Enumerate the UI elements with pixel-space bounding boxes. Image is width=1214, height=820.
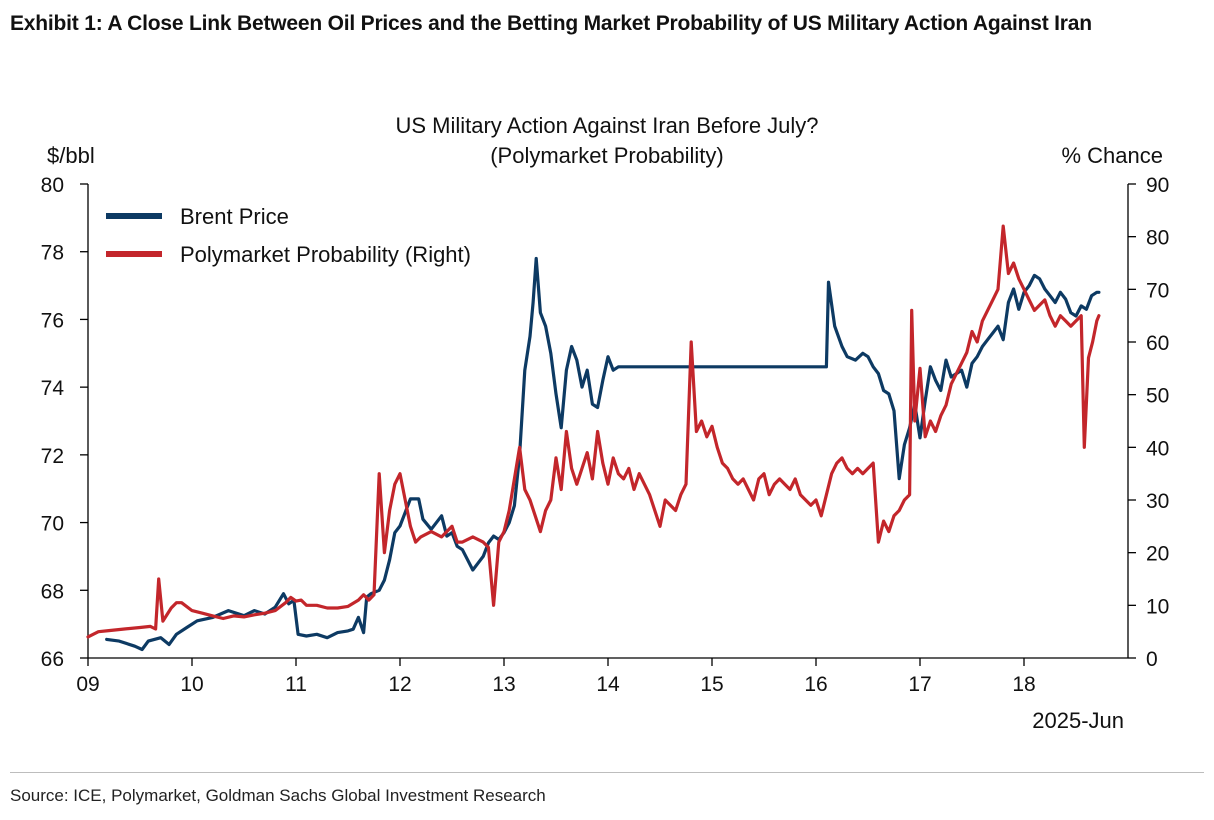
y-right-tick-label: 0 [1146, 648, 1158, 671]
y-left-tick-label: 74 [41, 377, 65, 400]
y-left-tick-label: 72 [41, 445, 64, 468]
source-divider [10, 772, 1204, 773]
x-tick-label: 11 [285, 673, 307, 696]
x-axis-label: 2025-Jun [1032, 708, 1124, 733]
exhibit-title: Exhibit 1: A Close Link Between Oil Pric… [10, 12, 1092, 35]
x-tick-label: 17 [908, 673, 931, 696]
y-left-axis-label: $/bbl [47, 143, 95, 168]
polymarket-probability-line [86, 224, 1101, 639]
chart-title: US Military Action Against Iran Before J… [395, 113, 818, 138]
x-tick-label: 13 [492, 673, 515, 696]
y-left-tick-label: 78 [41, 242, 64, 265]
y-right-tick-label: 50 [1146, 385, 1169, 408]
source-note: Source: ICE, Polymarket, Goldman Sachs G… [10, 786, 546, 805]
axes-group: 66 68 70 72 74 76 78 80 0 10 20 30 40 50 60 70 80 90 09 10 1… [41, 174, 1170, 696]
chart-subtitle: (Polymarket Probability) [490, 143, 724, 168]
y-left-tick-label: 76 [41, 309, 64, 332]
y-right-tick-label: 40 [1146, 437, 1169, 460]
x-tick-label: 16 [804, 673, 827, 696]
y-right-tick-label: 10 [1146, 595, 1169, 618]
y-left-tick-label: 80 [41, 174, 64, 197]
y-right-tick-label: 80 [1146, 227, 1169, 250]
x-tick-label: 09 [76, 673, 99, 696]
x-tick-label: 10 [180, 673, 203, 696]
y-right-tick-label: 60 [1146, 332, 1169, 355]
x-tick-label: 18 [1012, 673, 1035, 696]
legend: Brent Price Polymarket Probability (Right… [106, 204, 471, 267]
y-left-tick-label: 68 [41, 580, 64, 603]
y-left-tick-label: 70 [41, 513, 64, 536]
brent-price-line [105, 256, 1101, 652]
legend-brent-label: Brent Price [180, 204, 289, 229]
y-left-tick-label: 66 [41, 648, 64, 671]
y-right-tick-label: 20 [1146, 543, 1169, 566]
x-tick-label: 15 [700, 673, 723, 696]
y-right-tick-label: 30 [1146, 490, 1169, 513]
y-right-tick-label: 90 [1146, 174, 1169, 197]
x-tick-label: 12 [388, 673, 411, 696]
y-right-tick-label: 70 [1146, 279, 1169, 302]
legend-polymarket-label: Polymarket Probability (Right) [180, 242, 471, 267]
series-group [86, 224, 1101, 652]
y-right-axis-label: % Chance [1061, 143, 1163, 168]
x-tick-label: 14 [596, 673, 620, 696]
